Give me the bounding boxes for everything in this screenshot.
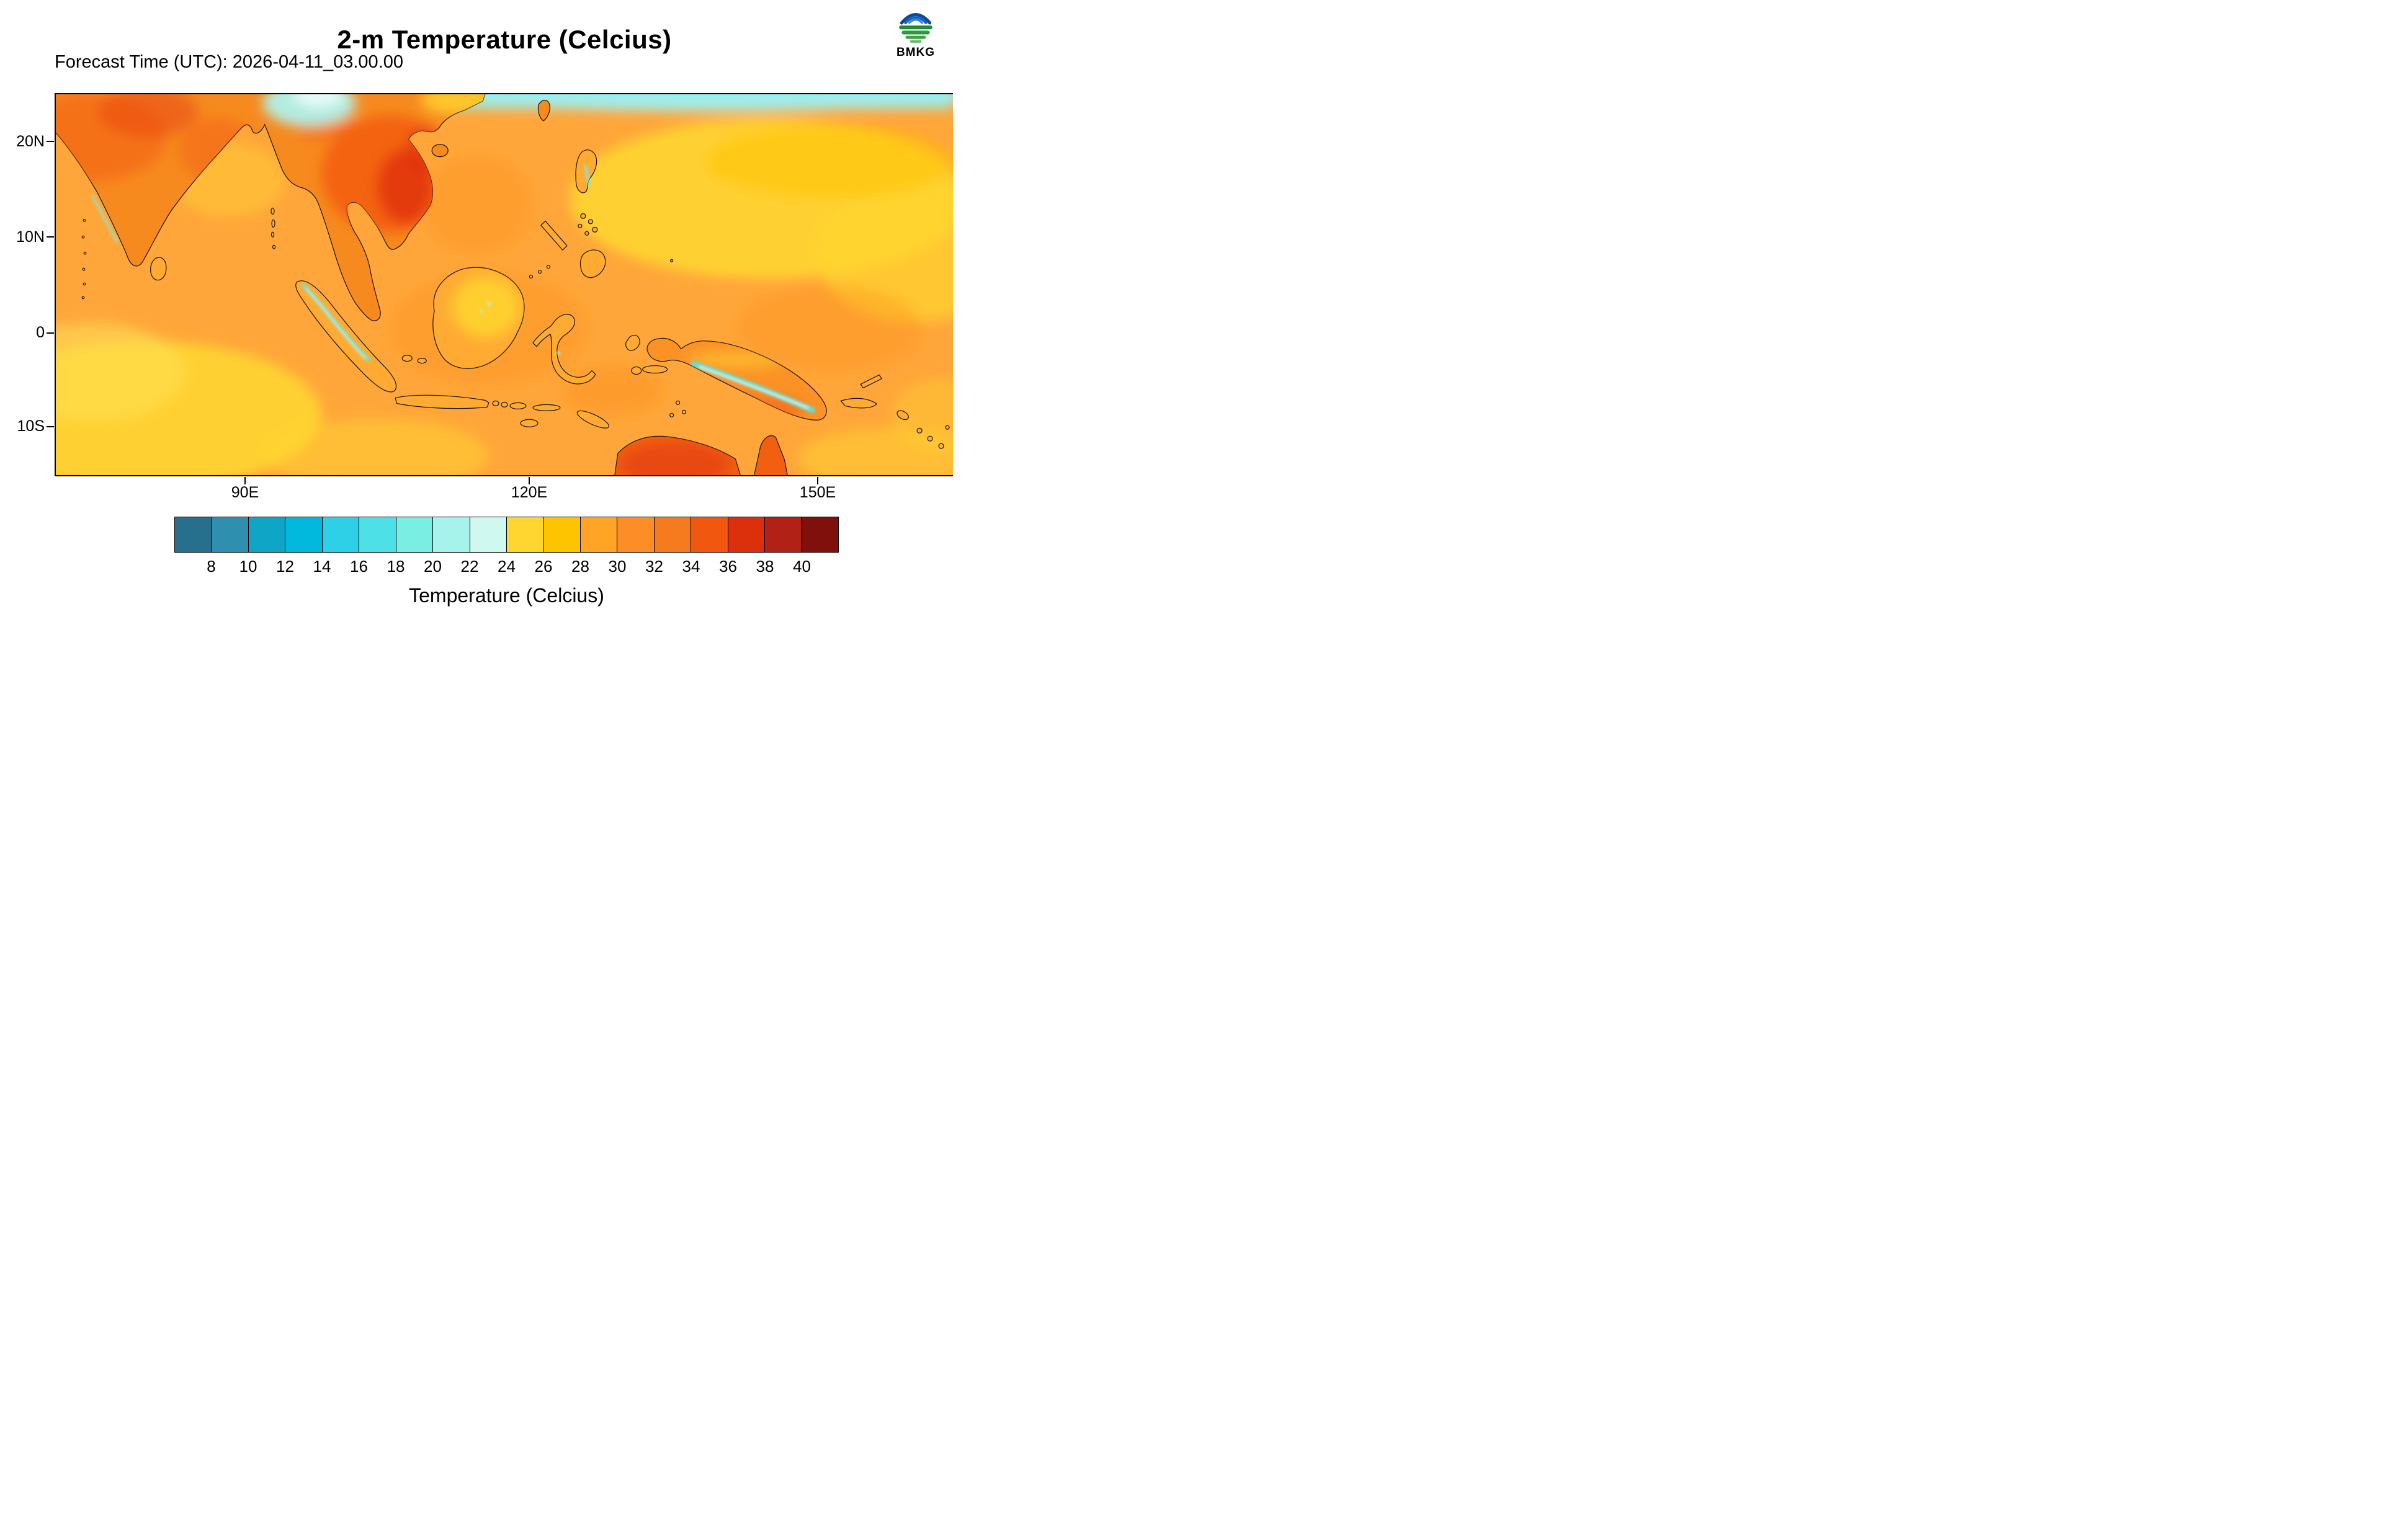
lon-tick-mark	[529, 477, 530, 484]
colorbar-cell-1	[212, 517, 249, 552]
colorbar-tick-label-18: 18	[387, 557, 405, 576]
bmkg-logo-text: BMKG	[896, 46, 936, 59]
lat-tick-mark	[47, 141, 54, 142]
lat-tick-mark	[47, 332, 54, 334]
colorbar-cell-5	[359, 517, 396, 552]
taiwan-island	[537, 99, 550, 122]
sulawesi-island	[532, 314, 596, 385]
colorbar-cell-4	[322, 517, 360, 552]
colorbar-cell-14	[691, 517, 728, 552]
colorbar-cell-10	[543, 517, 581, 552]
sri-lanka-island	[150, 257, 167, 281]
melanesia-islands	[840, 374, 950, 449]
lon-tick-mark	[817, 477, 818, 484]
colorbar-tick-label-8: 8	[207, 557, 216, 576]
lat-tick-label-20n: 20N	[16, 133, 45, 150]
colorbar-cell-17	[802, 517, 838, 552]
colorbar-cell-15	[728, 517, 765, 552]
colorbar-tick-label-20: 20	[424, 557, 442, 576]
colorbar-cells	[175, 517, 838, 552]
colorbar-cell-13	[654, 517, 692, 552]
weather-map-page: 2-m Temperature (Celcius) Forecast Time …	[0, 0, 953, 616]
colorbar-caption: Temperature (Celcius)	[409, 584, 604, 607]
temperature-map	[55, 93, 953, 476]
colorbar-cell-3	[285, 517, 323, 552]
colorbar-tick-label-32: 32	[645, 557, 663, 576]
forecast-time: Forecast Time (UTC): 2026-04-11_03.00.00	[55, 52, 404, 72]
temperature-map-plot	[55, 94, 953, 476]
colorbar-tick-label-12: 12	[276, 557, 294, 576]
colorbar-labels: 8 10 12 14 16 18 20 22 24 26 28 30 32 34 36 38 40	[174, 557, 839, 577]
colorbar	[174, 517, 839, 553]
java-island	[395, 394, 490, 409]
colorbar-cell-8	[470, 517, 507, 552]
colorbar-tick-label-34: 34	[682, 557, 700, 576]
lon-tick-label-90e: 90E	[231, 484, 259, 501]
lon-tick-label-150e: 150E	[799, 484, 836, 501]
lat-tick-label-10s: 10S	[17, 417, 45, 435]
colorbar-cell-6	[396, 517, 434, 552]
colorbar-cell-0	[175, 517, 212, 552]
lon-tick-label-120e: 120E	[511, 484, 548, 501]
page-title: 2-m Temperature (Celcius)	[337, 25, 672, 55]
lesser-sunda-islands	[492, 400, 609, 429]
map-frame-border	[55, 94, 953, 476]
colorbar-tick-label-22: 22	[460, 557, 479, 576]
bmkg-logo: BMKG	[885, 4, 947, 60]
small-island-chains	[81, 207, 674, 364]
colorbar-cell-12	[617, 517, 655, 552]
colorbar-tick-label-28: 28	[571, 557, 589, 576]
palawan-island	[540, 220, 568, 251]
lon-tick-mark	[244, 477, 246, 484]
lat-tick-label-0: 0	[36, 324, 45, 341]
colorbar-cell-16	[765, 517, 802, 552]
colorbar-cell-2	[248, 517, 286, 552]
hainan-island	[431, 144, 449, 158]
colorbar-cell-11	[580, 517, 618, 552]
colorbar-tick-label-36: 36	[719, 557, 737, 576]
mindanao-island	[580, 249, 606, 278]
colorbar-tick-label-26: 26	[534, 557, 553, 576]
colorbar-cell-9	[506, 517, 544, 552]
colorbar-cell-7	[433, 517, 470, 552]
bmkg-logo-icon	[899, 12, 932, 43]
lat-tick-mark	[47, 236, 54, 238]
lat-tick-label-10n: 10N	[16, 228, 45, 246]
maluku-islands	[625, 334, 687, 417]
colorbar-tick-label-30: 30	[608, 557, 627, 576]
colorbar-tick-label-38: 38	[756, 557, 774, 576]
colorbar-tick-label-24: 24	[498, 557, 516, 576]
sea-temperature-field	[55, 94, 953, 476]
colorbar-tick-label-10: 10	[239, 557, 257, 576]
colorbar-tick-label-14: 14	[313, 557, 331, 576]
lat-tick-mark	[47, 426, 54, 427]
colorbar-tick-label-40: 40	[793, 557, 811, 576]
landmass-coastlines	[55, 94, 950, 476]
visayas-islands	[578, 213, 598, 236]
colorbar-tick-label-16: 16	[350, 557, 368, 576]
mountain-cold-ridges	[91, 165, 815, 413]
